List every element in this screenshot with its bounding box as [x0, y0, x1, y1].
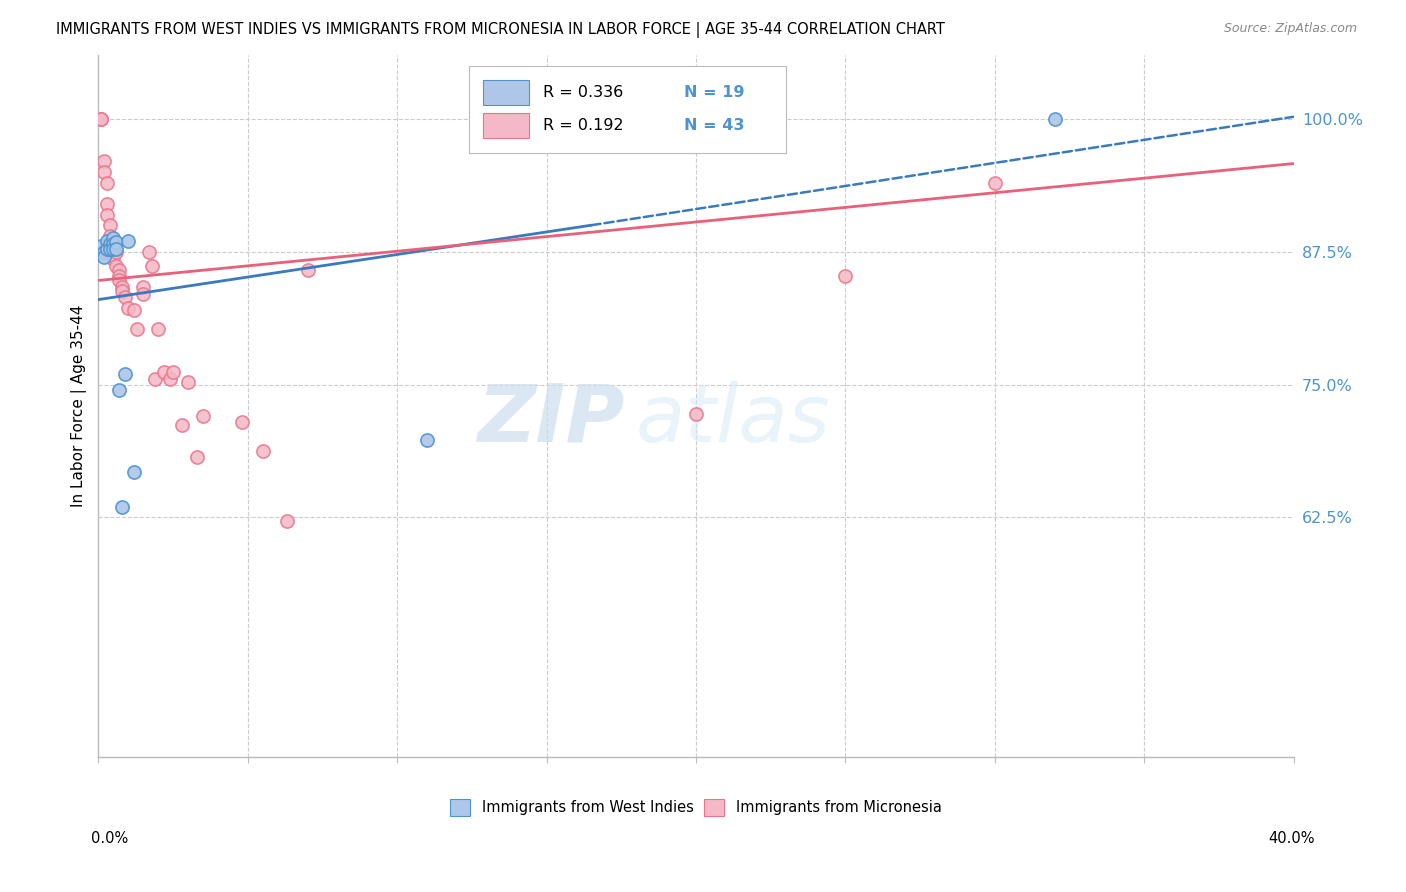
- Point: [93, 154, 115, 169]
- Y-axis label: In Labor Force | Age 35-44: In Labor Force | Age 35-44: [72, 305, 87, 507]
- Point: [108, 273, 131, 287]
- Point: [191, 409, 214, 424]
- Text: R = 0.336: R = 0.336: [543, 85, 623, 100]
- Point: [252, 443, 274, 458]
- Point: [117, 301, 139, 315]
- Point: [143, 372, 166, 386]
- Point: [98, 218, 121, 232]
- Point: [984, 176, 1007, 190]
- Point: [93, 244, 115, 259]
- Text: atlas: atlas: [636, 381, 831, 458]
- Point: [105, 235, 128, 250]
- Point: [105, 259, 128, 273]
- Point: [153, 365, 176, 379]
- Point: [177, 376, 200, 390]
- Point: [108, 262, 131, 277]
- Point: [103, 252, 125, 267]
- Text: 40.0%: 40.0%: [1268, 831, 1315, 847]
- Text: 0.0%: 0.0%: [91, 831, 128, 847]
- Point: [111, 500, 134, 514]
- Point: [96, 208, 118, 222]
- Text: ZIP: ZIP: [477, 381, 624, 458]
- Text: R = 0.192: R = 0.192: [543, 118, 624, 133]
- Point: [117, 234, 139, 248]
- Point: [141, 259, 163, 273]
- Point: [103, 242, 125, 256]
- Text: Source: ZipAtlas.com: Source: ZipAtlas.com: [1223, 22, 1357, 36]
- Point: [122, 303, 145, 318]
- Point: [276, 514, 298, 528]
- Point: [103, 231, 125, 245]
- Point: [132, 280, 155, 294]
- Point: [98, 237, 121, 252]
- Point: [98, 242, 121, 256]
- FancyBboxPatch shape: [484, 79, 529, 105]
- Point: [96, 234, 118, 248]
- Point: [90, 112, 112, 126]
- Point: [186, 450, 208, 464]
- Point: [122, 465, 145, 479]
- Point: [105, 244, 128, 259]
- FancyBboxPatch shape: [468, 66, 786, 153]
- Point: [105, 242, 128, 256]
- Point: [103, 242, 125, 256]
- Point: [170, 417, 193, 432]
- Point: [114, 290, 136, 304]
- Point: [231, 415, 253, 429]
- Point: [90, 239, 112, 253]
- Point: [146, 322, 169, 336]
- Point: [159, 372, 181, 386]
- Point: [114, 367, 136, 381]
- Point: [297, 262, 319, 277]
- Point: [834, 269, 856, 284]
- Point: [138, 244, 160, 259]
- Point: [162, 365, 184, 379]
- Point: [96, 197, 118, 211]
- Text: N = 43: N = 43: [683, 118, 745, 133]
- Point: [98, 242, 121, 256]
- Point: [111, 280, 134, 294]
- Point: [416, 433, 439, 447]
- Point: [132, 287, 155, 301]
- Point: [98, 228, 121, 243]
- Point: [96, 176, 118, 190]
- Point: [111, 284, 134, 298]
- Point: [685, 408, 707, 422]
- FancyBboxPatch shape: [484, 112, 529, 138]
- Point: [1043, 112, 1066, 126]
- Point: [90, 112, 112, 126]
- Text: N = 19: N = 19: [683, 85, 745, 100]
- Point: [96, 242, 118, 256]
- Point: [93, 250, 115, 264]
- Point: [108, 383, 131, 397]
- Point: [103, 237, 125, 252]
- Legend: Immigrants from West Indies, Immigrants from Micronesia: Immigrants from West Indies, Immigrants …: [450, 799, 942, 816]
- Point: [127, 322, 149, 336]
- Point: [93, 165, 115, 179]
- Text: IMMIGRANTS FROM WEST INDIES VS IMMIGRANTS FROM MICRONESIA IN LABOR FORCE | AGE 3: IMMIGRANTS FROM WEST INDIES VS IMMIGRANT…: [56, 22, 945, 38]
- Point: [108, 269, 131, 284]
